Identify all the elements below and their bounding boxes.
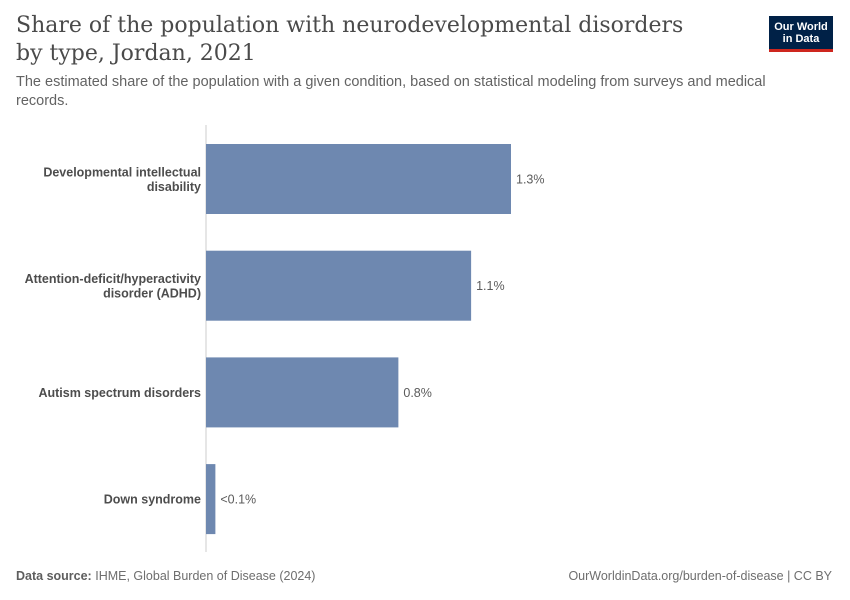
data-source-label: Data source: (16, 569, 92, 583)
bar[interactable] (206, 464, 216, 535)
category-label-line: Autism spectrum disorders (38, 386, 201, 400)
logo-line-2: in Data (782, 33, 820, 45)
category-label-line: Attention-deficit/hyperactivity (25, 272, 201, 286)
bar[interactable] (206, 250, 472, 321)
category-label-line: disorder (ADHD) (103, 286, 201, 300)
data-source: Data source: IHME, Global Burden of Dise… (16, 569, 315, 583)
value-label: <0.1% (220, 493, 256, 507)
category-label-line: Developmental intellectual (43, 165, 201, 179)
category-label: Developmental intellectual disability (43, 165, 201, 194)
category-label: Autism spectrum disorders (38, 386, 201, 400)
footer-credit[interactable]: OurWorldinData.org/burden-of-disease | C… (568, 569, 832, 583)
owid-logo[interactable]: Our World in Data (769, 16, 833, 52)
value-labels-group: 1.3% 1.1% 0.8% <0.1% (220, 173, 544, 507)
category-labels-group: Developmental intellectual disability Atte… (25, 165, 201, 506)
value-label: 1.3% (516, 173, 545, 187)
category-label-line: disability (147, 180, 201, 194)
category-label-line: Down syndrome (104, 493, 201, 507)
chart-title: Share of the population with neurodevelo… (16, 13, 684, 66)
value-label: 1.1% (476, 279, 505, 293)
data-source-text: IHME, Global Burden of Disease (2024) (95, 569, 316, 583)
bars-group (206, 144, 511, 535)
category-label: Attention-deficit/hyperactivity disorder … (25, 272, 201, 301)
value-label: 0.8% (403, 386, 432, 400)
bar[interactable] (206, 144, 511, 214)
logo-line-1: Our World (774, 21, 828, 33)
category-label: Down syndrome (104, 493, 201, 507)
bar[interactable] (206, 357, 399, 428)
chart-subtitle: The estimated share of the population wi… (16, 74, 766, 109)
